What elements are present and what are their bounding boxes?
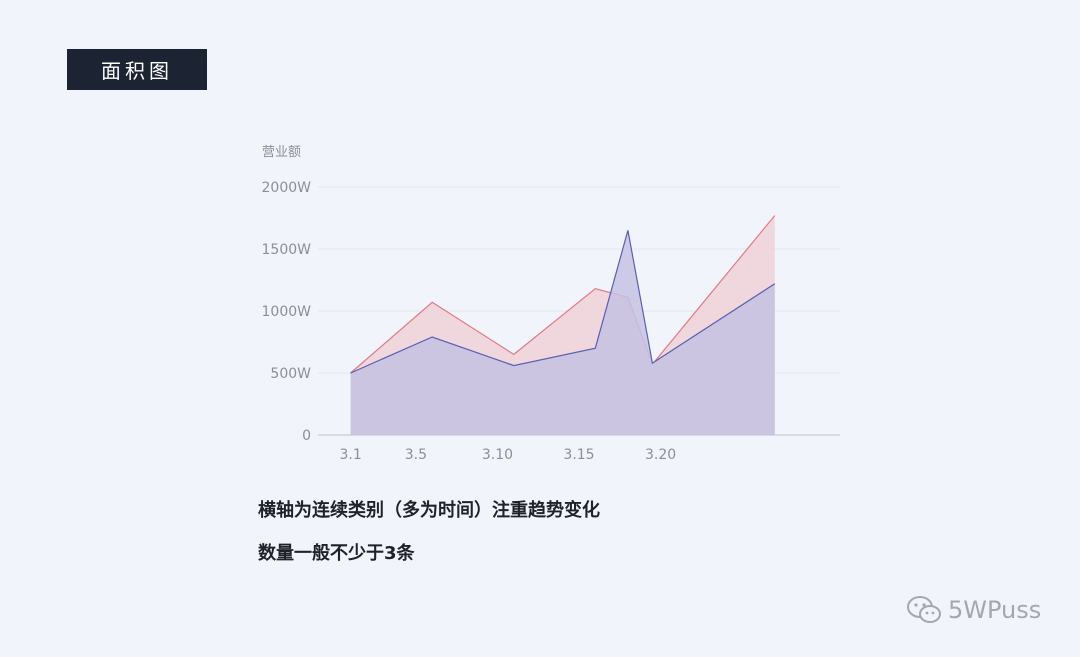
area-fill-series-2 [350,230,775,435]
caption-line-2: 数量一般不少于3条 [258,543,415,564]
y-tick-label: 0 [302,428,311,444]
y-tick-labels: 0 500W 1000W 1500W 2000W [262,180,312,444]
watermark: 5WPuss [906,595,1041,625]
wechat-icon [907,596,941,623]
y-tick-label: 500W [270,366,311,382]
x-tick-label: 3.15 [563,447,594,463]
y-tick-label: 2000W [262,180,312,196]
area-line-series-2 [350,230,776,374]
x-tick-label: 3.5 [405,447,427,463]
y-tick-label: 1000W [262,304,312,320]
y-tick-label: 1500W [262,242,312,258]
caption-line-1: 横轴为连续类别（多为时间）注重趋势变化 [258,500,600,521]
watermark-text: 5WPuss [948,596,1042,624]
page-title: 面积图 [67,49,207,90]
area-series [350,215,776,435]
x-tick-label: 3.1 [339,447,361,463]
x-tick-labels: 3.1 3.5 3.10 3.15 3.20 [339,447,676,463]
x-tick-label: 3.10 [482,447,513,463]
x-tick-label: 3.20 [645,447,676,463]
y-axis-label: 营业额 [262,145,301,160]
